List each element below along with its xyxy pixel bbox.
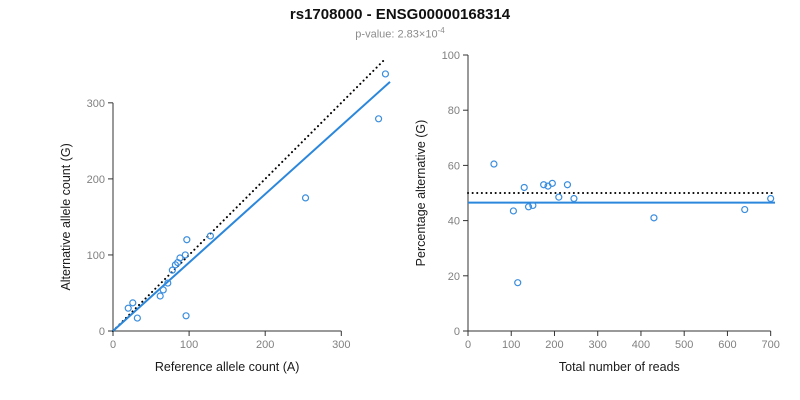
svg-text:200: 200 <box>256 339 274 351</box>
svg-text:Total number of reads: Total number of reads <box>559 360 680 374</box>
svg-text:80: 80 <box>448 105 460 117</box>
svg-text:700: 700 <box>761 339 779 351</box>
figure-header: rs1708000 - ENSG00000168314 p-value: 2.8… <box>0 6 800 41</box>
svg-text:100: 100 <box>442 50 460 62</box>
svg-text:300: 300 <box>332 339 350 351</box>
svg-text:60: 60 <box>448 160 460 172</box>
svg-text:100: 100 <box>502 339 520 351</box>
svg-text:20: 20 <box>448 271 460 283</box>
svg-text:200: 200 <box>87 174 105 186</box>
svg-text:500: 500 <box>675 339 693 351</box>
svg-text:100: 100 <box>87 250 105 262</box>
svg-text:600: 600 <box>718 339 736 351</box>
svg-text:400: 400 <box>632 339 650 351</box>
svg-text:Percentage alternative (G): Percentage alternative (G) <box>414 120 428 267</box>
svg-text:200: 200 <box>545 339 563 351</box>
plot-title: rs1708000 - ENSG00000168314 <box>289 6 511 23</box>
svg-text:300: 300 <box>589 339 607 351</box>
pvalue-exponent: -4 <box>437 26 445 35</box>
right-scatter-plot: 0 100 200 300 400 500 600 700 0 20 40 60 80 100 Total … <box>414 50 780 374</box>
left-scatter-plot: 0 100 200 300 0 100 200 300 Reference allele cou… <box>59 60 391 374</box>
svg-text:40: 40 <box>448 216 460 228</box>
svg-text:300: 300 <box>87 98 105 110</box>
svg-text:Reference allele count (A): Reference allele count (A) <box>155 360 300 374</box>
plot-subtitle: p-value: 2.83×10-4 <box>0 26 800 41</box>
svg-text:0: 0 <box>465 339 471 351</box>
svg-text:0: 0 <box>99 326 105 338</box>
svg-text:Alternative allele count (G): Alternative allele count (G) <box>59 143 73 290</box>
svg-text:0: 0 <box>110 339 116 351</box>
svg-text:100: 100 <box>180 339 198 351</box>
pvalue-text: p-value: 2.83×10 <box>355 28 438 41</box>
svg-text:0: 0 <box>454 326 460 338</box>
